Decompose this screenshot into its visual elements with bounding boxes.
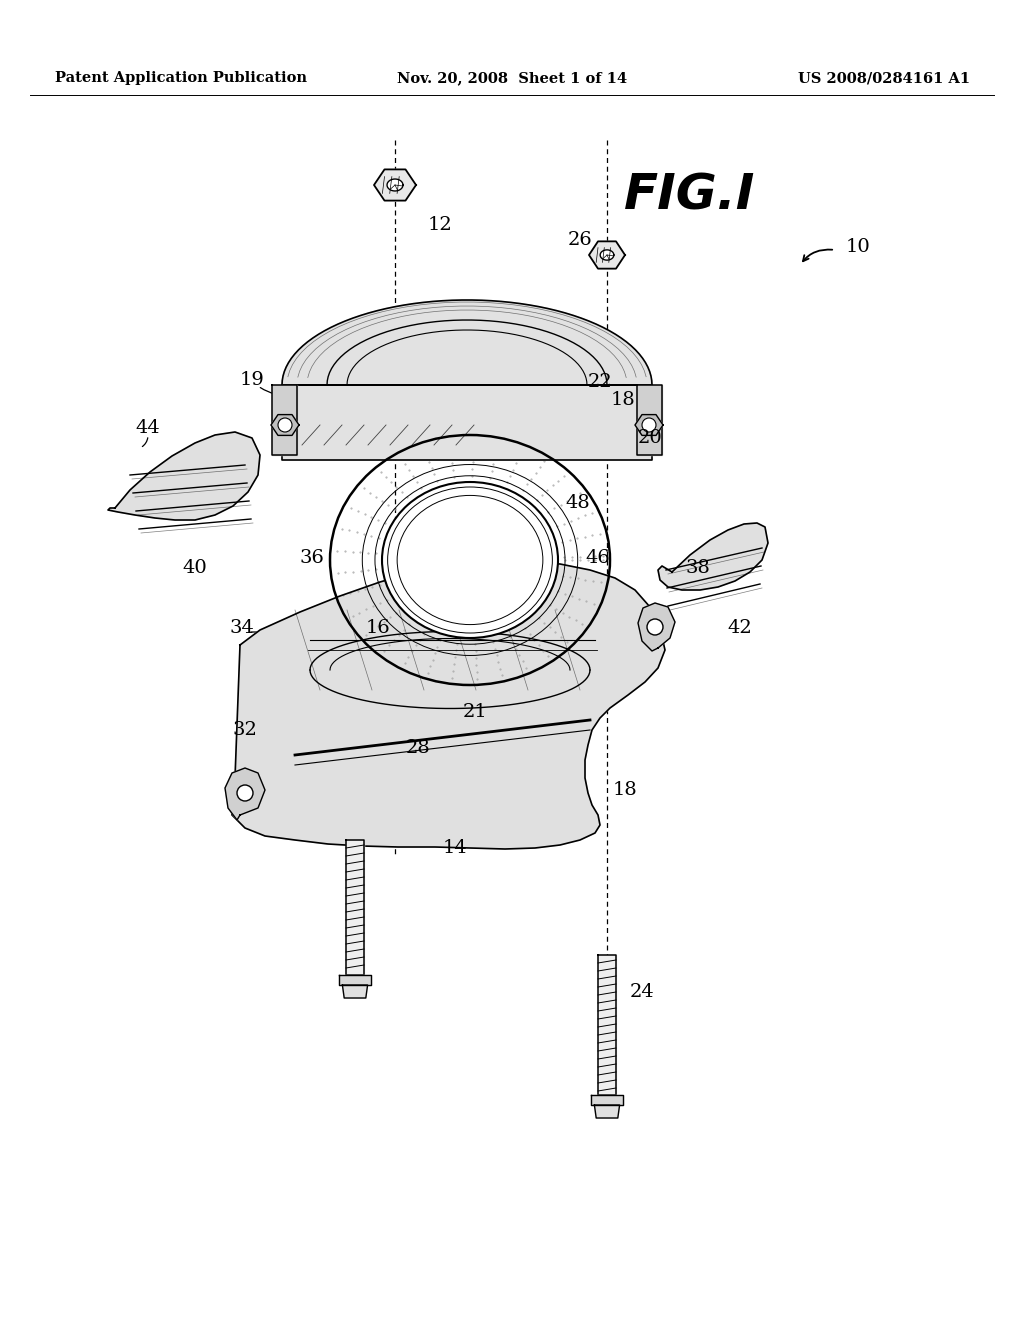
Text: Nov. 20, 2008  Sheet 1 of 14: Nov. 20, 2008 Sheet 1 of 14 [397,71,627,84]
Text: 28: 28 [406,739,430,756]
Text: 32: 32 [232,721,257,739]
Polygon shape [339,975,371,985]
Polygon shape [598,954,616,1096]
Text: 34: 34 [229,619,254,638]
Polygon shape [225,768,265,820]
Polygon shape [589,242,625,269]
Polygon shape [658,523,768,590]
Text: 24: 24 [630,983,654,1001]
Text: 10: 10 [846,238,870,256]
Circle shape [278,418,292,432]
Polygon shape [594,1105,620,1118]
Text: Patent Application Publication: Patent Application Publication [55,71,307,84]
Circle shape [647,619,663,635]
Circle shape [642,418,656,432]
Polygon shape [271,414,299,436]
Text: 48: 48 [565,494,591,512]
Text: 18: 18 [612,781,637,799]
Text: 21: 21 [463,704,487,721]
Text: 36: 36 [300,549,325,568]
Text: 19: 19 [240,371,264,389]
Polygon shape [374,169,416,201]
Polygon shape [282,300,652,459]
Polygon shape [346,840,364,975]
Polygon shape [638,603,675,651]
Polygon shape [637,385,662,455]
Polygon shape [387,180,403,191]
Text: 42: 42 [728,619,753,638]
Polygon shape [342,985,368,998]
Text: 38: 38 [685,558,711,577]
Polygon shape [635,414,663,436]
Polygon shape [591,1096,624,1105]
Polygon shape [600,249,613,260]
Text: US 2008/0284161 A1: US 2008/0284161 A1 [798,71,970,84]
Text: 26: 26 [567,231,592,249]
Text: 22: 22 [588,374,612,391]
Text: 18: 18 [610,391,635,409]
Text: 20: 20 [638,429,663,447]
Text: 12: 12 [428,216,453,234]
Polygon shape [230,562,665,849]
Ellipse shape [382,482,558,638]
Polygon shape [272,385,297,455]
Text: 46: 46 [586,549,610,568]
Text: FIG.I: FIG.I [625,172,756,219]
Text: 44: 44 [135,418,161,437]
Circle shape [237,785,253,801]
Text: 40: 40 [182,558,208,577]
Polygon shape [108,432,260,520]
Text: 14: 14 [442,840,467,857]
Text: 16: 16 [366,619,390,638]
